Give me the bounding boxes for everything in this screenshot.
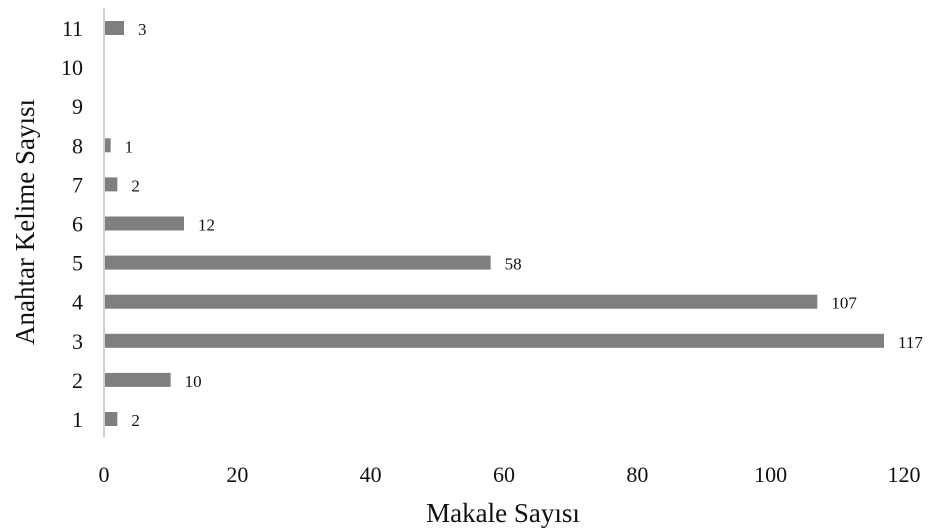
bars-group	[105, 21, 884, 426]
bar-value-label: 2	[131, 176, 140, 195]
x-tick-label: 20	[226, 462, 248, 487]
bar	[105, 333, 884, 348]
bar-value-label: 3	[138, 20, 147, 39]
x-tick-label: 120	[888, 462, 921, 487]
plot-area: 2 10 117 107 58 12 2 1 3	[103, 8, 924, 437]
y-tick-label: 8	[72, 133, 83, 158]
bar-value-label: 107	[831, 294, 857, 313]
y-axis-ticks: 1 2 3 4 5 6 7 8 9 10 11	[61, 16, 83, 432]
x-tick-label: 80	[626, 462, 648, 487]
bar-value-label: 12	[198, 216, 215, 235]
y-tick-label: 4	[72, 290, 83, 315]
bar	[105, 372, 171, 387]
bar-value-label: 1	[125, 137, 133, 156]
y-tick-label: 9	[72, 94, 83, 119]
bar	[105, 21, 124, 35]
bar	[105, 255, 491, 270]
x-axis-ticks: 0 20 40 60 80 100 120	[99, 462, 921, 487]
x-axis-title: Makale Sayısı	[426, 498, 580, 528]
y-tick-label: 11	[62, 16, 83, 41]
x-tick-label: 60	[493, 462, 515, 487]
value-labels-group: 2 10 117 107 58 12 2 1 3	[125, 20, 924, 430]
x-tick-label: 0	[99, 462, 110, 487]
bar	[105, 216, 184, 231]
x-tick-label: 100	[754, 462, 787, 487]
bar	[105, 412, 118, 426]
y-tick-label: 2	[72, 368, 83, 393]
y-tick-label: 6	[72, 212, 83, 237]
bar	[105, 294, 818, 309]
y-tick-label: 3	[72, 329, 83, 354]
x-tick-label: 40	[360, 462, 382, 487]
y-tick-label: 7	[72, 172, 83, 197]
bar	[105, 138, 111, 153]
bar-value-label: 117	[898, 333, 923, 352]
y-tick-label: 1	[72, 407, 83, 432]
y-tick-label: 10	[61, 55, 83, 80]
bar-value-label: 10	[185, 372, 202, 391]
bar	[105, 177, 118, 192]
y-axis-title: Anahtar Kelime Sayısı	[10, 99, 40, 345]
bar-value-label: 58	[505, 255, 522, 274]
bar-value-label: 2	[131, 411, 140, 430]
y-tick-label: 5	[72, 251, 83, 276]
